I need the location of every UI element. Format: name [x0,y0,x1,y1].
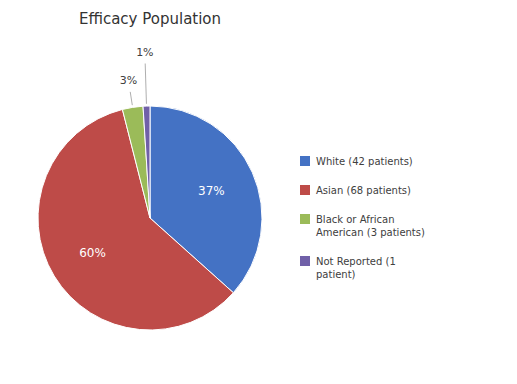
data-label: 37% [198,184,225,198]
data-labels: 37% 60% 3% 1% [79,46,225,260]
legend-item: White (42 patients) [300,156,413,167]
data-label: 60% [79,246,106,260]
slice [143,106,150,218]
leader-line [130,92,132,105]
legend: White (42 patients) Asian (68 patients) Bl… [300,156,425,280]
data-label: 1% [136,46,153,59]
title: Efficacy Population [79,10,221,28]
legend-label: White (42 patients) [316,156,413,167]
legend-swatch [300,214,310,224]
legend-label: Asian (68 patients) [316,185,411,196]
leader-line [145,64,146,104]
legend-swatch [300,256,310,266]
slice [122,106,150,218]
legend-swatch [300,185,310,195]
legend-item: Black or AfricanAmerican (3 patients) [300,214,425,238]
legend-swatch [300,156,310,166]
legend-item: Asian (68 patients) [300,185,411,196]
legend-label: Black or AfricanAmerican (3 patients) [316,214,425,238]
chart: Efficacy Population 37% 60% 3% 1% White (42 p… [0,0,517,384]
legend-label: Not Reported (1patient) [316,256,396,280]
legend-item: Not Reported (1patient) [300,256,396,280]
pie [38,106,262,330]
data-label: 3% [120,74,137,87]
